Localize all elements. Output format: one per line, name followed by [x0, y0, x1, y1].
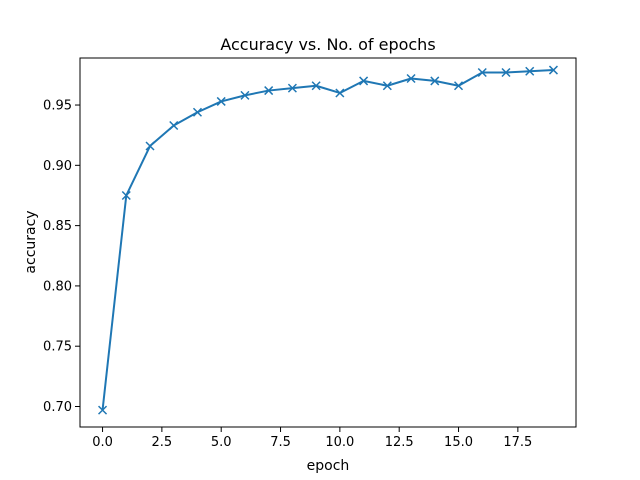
data-point-marker	[335, 88, 345, 98]
data-point-marker	[525, 66, 535, 76]
accuracy-series-line	[101, 69, 554, 411]
data-point-marker	[287, 83, 297, 93]
data-point-marker	[216, 96, 226, 106]
x-axis: 0.0 2.5 5.0 7.5 10.0 12.5 15.0 17.5	[92, 427, 532, 450]
y-tick-label: 0.85	[43, 219, 72, 234]
data-point-marker	[145, 141, 155, 151]
data-point-marker	[501, 67, 511, 78]
y-tick-label: 0.90	[43, 159, 72, 174]
x-tick-label: 15.0	[444, 435, 473, 450]
y-axis-label: accuracy	[23, 210, 39, 273]
plot-area-frame	[79, 57, 577, 428]
x-tick-label: 10.0	[325, 435, 354, 450]
data-point-marker	[98, 405, 108, 415]
data-point-marker	[382, 81, 392, 91]
data-point-marker	[548, 65, 558, 75]
data-point-marker	[453, 81, 464, 91]
data-point-marker	[430, 76, 440, 86]
x-tick-label: 7.5	[270, 435, 291, 450]
chart-title: Accuracy vs. No. of epochs	[220, 35, 435, 54]
y-axis: 0.70 0.75 0.80 0.85 0.90 0.95	[43, 99, 80, 415]
x-axis-label: epoch	[307, 458, 350, 474]
data-point-marker	[121, 190, 131, 201]
data-point-marker	[264, 86, 274, 96]
data-point-marker	[169, 120, 179, 131]
x-tick-label: 17.5	[503, 435, 532, 450]
data-point-marker	[406, 73, 416, 84]
y-tick-label: 0.70	[43, 400, 72, 415]
data-point-marker	[192, 107, 203, 117]
y-tick-label: 0.80	[43, 279, 72, 294]
y-tick-label: 0.75	[43, 340, 72, 355]
data-point-marker	[359, 76, 369, 86]
data-point-marker	[240, 90, 250, 100]
data-point-marker	[311, 81, 321, 91]
x-tick-label: 0.0	[92, 435, 113, 450]
x-tick-label: 5.0	[211, 435, 232, 450]
y-tick-label: 0.95	[43, 99, 72, 114]
x-tick-label: 12.5	[385, 435, 414, 450]
data-point-marker	[477, 67, 487, 78]
x-tick-label: 2.5	[152, 435, 173, 450]
accuracy-series-markers	[98, 65, 558, 415]
